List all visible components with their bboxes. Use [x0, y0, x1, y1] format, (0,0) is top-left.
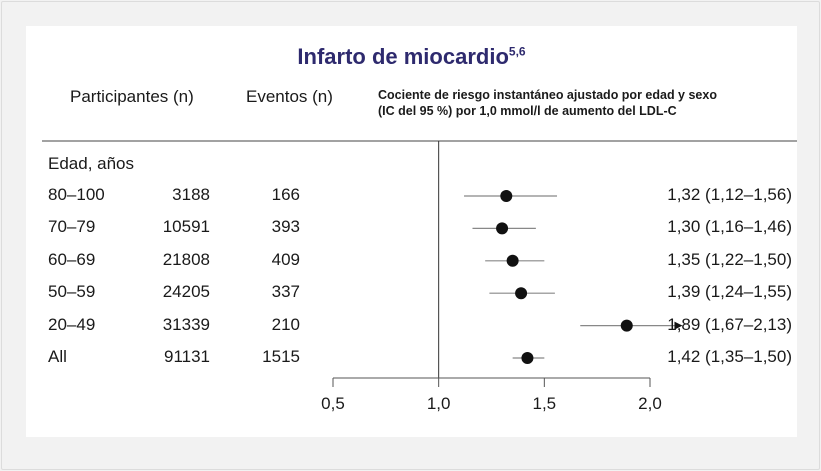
row-estimate-text: 1,32 (1,12–1,56): [667, 185, 792, 204]
chart-card: Infarto de miocardio5,6 Participantes (n…: [26, 26, 797, 437]
participants-header: Participantes (n): [70, 87, 194, 106]
point-estimate-marker: [620, 319, 633, 332]
x-tick-label: 1,0: [427, 394, 451, 413]
row-label: 60–69: [48, 249, 96, 269]
row-events: 1515: [262, 347, 300, 366]
row-participants: 31339: [162, 314, 210, 334]
effect-header-line2: (IC del 95 %) por 1,0 mmol/l de aumento …: [378, 104, 677, 118]
row-estimate-text: 1,35 (1,22–1,50): [667, 249, 792, 269]
row-events: 393: [271, 217, 300, 237]
point-estimate-marker: [500, 190, 513, 202]
chart-title-text: Infarto de miocardio: [297, 44, 509, 69]
point-estimate-marker: [521, 352, 534, 364]
x-tick-label: 1,5: [533, 394, 557, 413]
row-participants: 24205: [162, 282, 210, 302]
row-label: 70–79: [48, 217, 96, 237]
row-estimate-text: 1,89 (1,67–2,13): [667, 314, 792, 334]
row-label: All: [48, 347, 67, 366]
point-estimate-marker: [515, 287, 528, 300]
forest-plot: 0,5 1,0 1,5 2,0: [42, 140, 797, 413]
x-tick-label: 2,0: [638, 394, 662, 413]
title-superscript: 5,6: [508, 44, 526, 59]
row-participants: 10591: [162, 217, 210, 237]
point-estimate-marker: [506, 254, 519, 267]
row-estimate-text: 1,42 (1,35–1,50): [667, 347, 792, 366]
row-estimate-text: 1,39 (1,24–1,55): [667, 282, 792, 302]
ci-arrow-head: [674, 321, 683, 330]
row-events: 210: [271, 314, 300, 334]
row-participants: 91131: [163, 347, 210, 366]
row-participants: 21808: [162, 249, 210, 269]
row-participants: 3188: [172, 185, 210, 204]
row-events: 166: [271, 185, 300, 204]
point-estimate-marker: [496, 222, 509, 235]
x-tick-label: 0,5: [321, 394, 345, 413]
group-label: Edad, años: [48, 154, 135, 173]
row-label: 50–59: [48, 282, 96, 302]
row-label: 80–100: [48, 185, 105, 204]
events-header: Eventos (n): [246, 87, 333, 106]
row-events: 409: [271, 249, 300, 269]
row-events: 337: [271, 282, 300, 302]
effect-header-line1: Cociente de riesgo instantáneo ajustado …: [378, 88, 717, 102]
chart-title: Infarto de miocardio5,6: [26, 44, 797, 70]
row-estimate-text: 1,30 (1,16–1,46): [667, 217, 792, 237]
row-label: 20–49: [48, 314, 96, 334]
